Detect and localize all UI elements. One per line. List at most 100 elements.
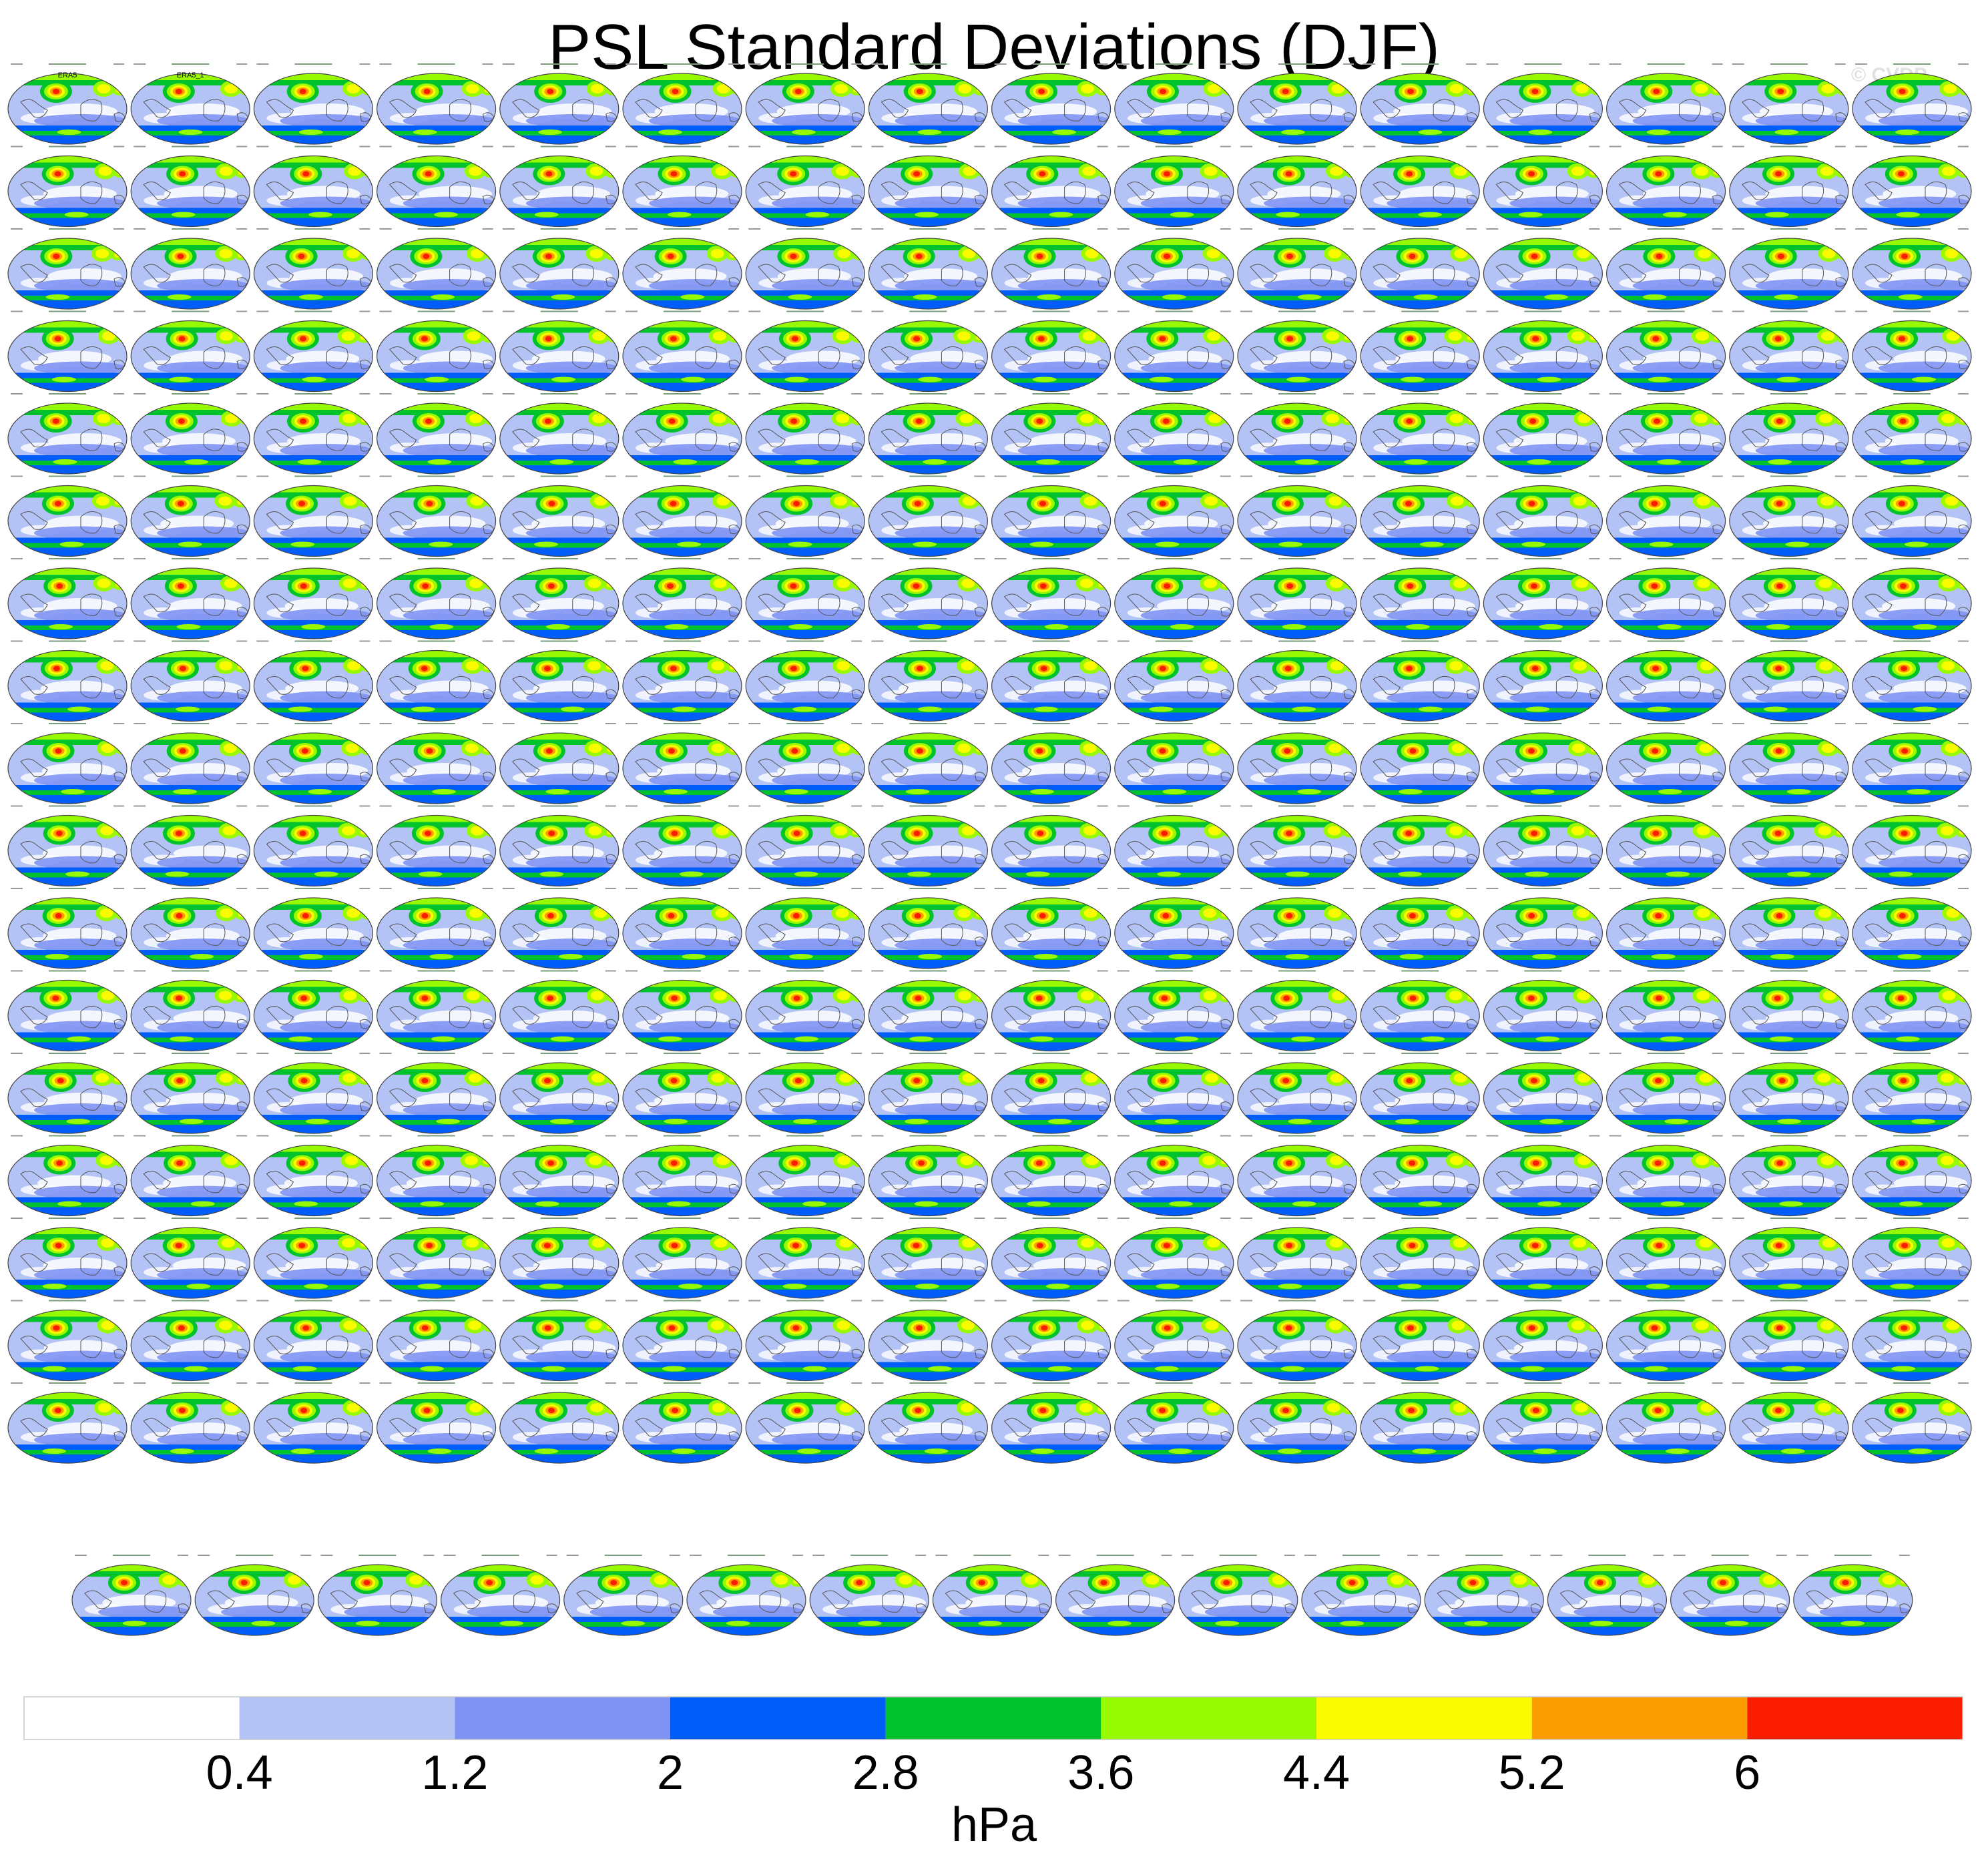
map-panel [130,888,250,969]
map-panel [1729,393,1849,475]
map-panel [1237,1053,1357,1134]
map-panel [622,888,742,969]
map-panel [130,970,250,1052]
map-panel [499,723,619,804]
map-panel [71,1555,192,1636]
map-panel [1301,1555,1421,1636]
map-panel [1729,1053,1849,1134]
map-panel [7,1382,128,1464]
map-panel [622,805,742,887]
map-panel [194,1555,314,1636]
map-panel [1483,888,1603,969]
map-panel [1360,146,1480,228]
map-panel [622,970,742,1052]
map-panel [1483,640,1603,722]
map-panel [745,146,865,228]
map-panel [7,805,128,887]
map-panel [376,888,497,969]
map-panel [991,310,1111,392]
map-panel [1237,970,1357,1052]
map-panel [991,1300,1111,1382]
map-panel [991,1053,1111,1134]
map-panel [622,1053,742,1134]
map-panel [1483,310,1603,392]
map-panel [1237,63,1357,145]
map-panel [745,1300,865,1382]
map-panel [1424,1555,1544,1636]
map-panel [1237,1382,1357,1464]
map-panel [253,723,373,804]
map-panel [932,1555,1053,1636]
map-panel [1606,310,1726,392]
map-panel [1483,558,1603,639]
map-panel [499,1053,619,1134]
map-panel [868,723,989,804]
map-panel [868,393,989,475]
map-panel [376,723,497,804]
map-panel [745,1382,865,1464]
map-panel [499,228,619,310]
map-panel [499,1300,619,1382]
map-panel [376,558,497,639]
map-panel [745,1218,865,1299]
map-panel [745,640,865,722]
map-panel [130,393,250,475]
map-panel [1852,393,1972,475]
map-panel [1483,1053,1603,1134]
map-panel [1178,1555,1298,1636]
map-panel [1606,146,1726,228]
map-panel [1360,1382,1480,1464]
map-panel [1729,970,1849,1052]
map-panel [1483,1382,1603,1464]
map-panel [376,1053,497,1134]
map-panel [622,146,742,228]
map-panel [1670,1555,1790,1636]
map-panel [809,1555,929,1636]
map-panel [130,475,250,557]
map-panel [130,723,250,804]
map-panel [1360,640,1480,722]
map-panel [1360,1218,1480,1299]
map-panel [991,1218,1111,1299]
map-panel [991,970,1111,1052]
map-panel [745,805,865,887]
map-panel [1729,228,1849,310]
map-panel [130,805,250,887]
map-panel [1360,228,1480,310]
map-panel [991,1135,1111,1217]
map-panel [1852,63,1972,145]
map-panel [1114,805,1234,887]
map-panel [745,888,865,969]
map-panel [1114,640,1234,722]
map-panel [253,805,373,887]
figure-title: PSL Standard Deviations (DJF) [548,11,1440,83]
map-panel [1114,558,1234,639]
map-panel [499,970,619,1052]
map-panel [1114,1053,1234,1134]
map-panel [868,1218,989,1299]
map-panel [1360,1135,1480,1217]
map-panel [868,1382,989,1464]
map-panel [1483,146,1603,228]
map-panel [1606,1135,1726,1217]
map-panel [1237,475,1357,557]
map-panel [991,1382,1111,1464]
map-panel [317,1555,438,1636]
map-panel [1114,1135,1234,1217]
map-panel [1729,805,1849,887]
map-panel [7,475,128,557]
map-panel [130,63,250,145]
map-panel [1114,970,1234,1052]
map-panel [1237,146,1357,228]
map-panel [376,475,497,557]
map-panel [1852,1382,1972,1464]
map-panel [7,146,128,228]
map-panel [253,1300,373,1382]
map-panel [130,310,250,392]
map-panel [622,723,742,804]
map-panel [440,1555,561,1636]
map-panel [1852,888,1972,969]
map-panel [1055,1555,1176,1636]
map-panel [376,1135,497,1217]
map-panel [1852,723,1972,804]
